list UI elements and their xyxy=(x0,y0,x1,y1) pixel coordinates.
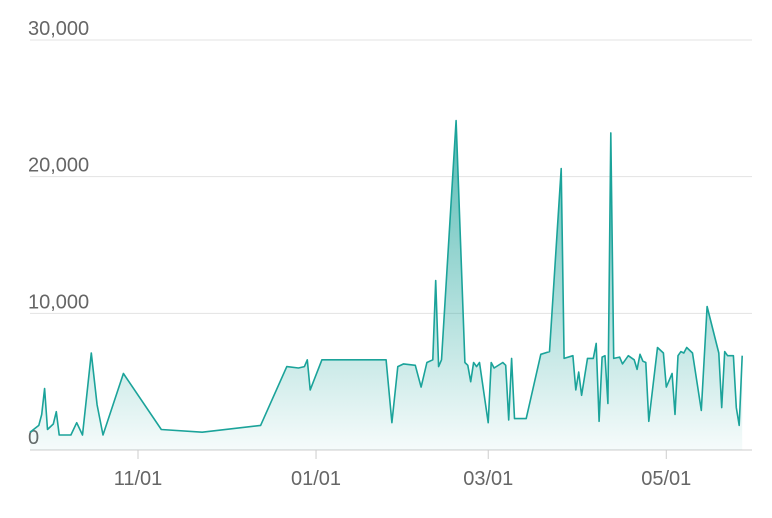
y-tick-label: 20,000 xyxy=(28,155,89,177)
x-tick-label: 11/01 xyxy=(114,468,163,490)
line xyxy=(29,119,743,436)
x-tick-label: 05/01 xyxy=(641,468,691,490)
x-tick-label: 01/01 xyxy=(291,468,341,490)
area xyxy=(30,120,743,450)
y-tick-label: 30,000 xyxy=(28,18,89,40)
x-tick-label: 03/01 xyxy=(463,468,513,490)
y-tick-label: 10,000 xyxy=(28,291,89,313)
